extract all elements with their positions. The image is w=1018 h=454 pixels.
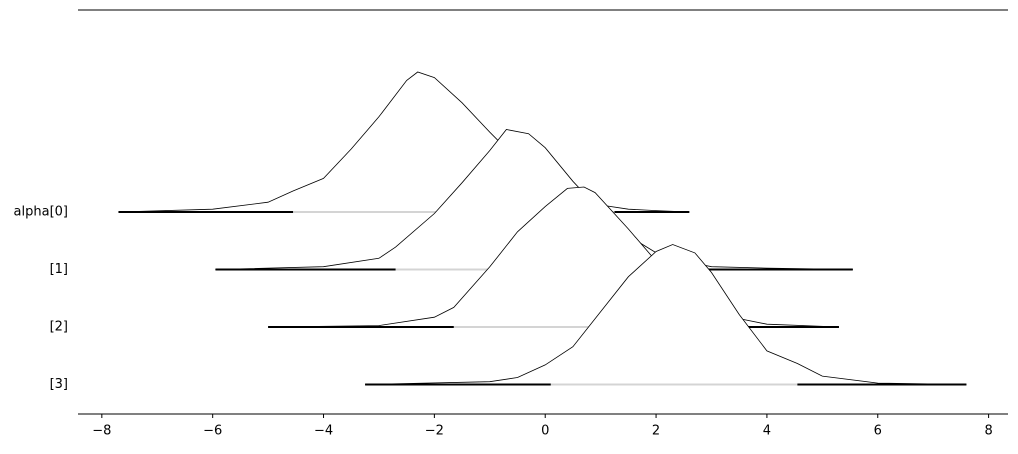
x-tick-label: −2 bbox=[425, 424, 444, 439]
y-tick-label: [1] bbox=[50, 262, 68, 277]
x-tick-label: 6 bbox=[874, 424, 882, 439]
ridge-fill bbox=[365, 244, 967, 385]
ridge-fill bbox=[215, 129, 853, 270]
x-tick-label: −4 bbox=[314, 424, 333, 439]
x-tick-label: 2 bbox=[652, 424, 660, 439]
x-tick-label: 0 bbox=[541, 424, 549, 439]
x-tick-label: 4 bbox=[763, 424, 771, 439]
y-tick-label: [3] bbox=[50, 377, 68, 392]
ridge-curve bbox=[365, 244, 967, 385]
ridge-fill bbox=[268, 187, 840, 327]
ridge-fill bbox=[118, 72, 690, 212]
x-tick-label: 8 bbox=[984, 424, 992, 439]
y-tick-label: alpha[0] bbox=[14, 205, 68, 220]
x-tick-label: −6 bbox=[203, 424, 222, 439]
y-tick-label: [2] bbox=[50, 320, 68, 335]
x-tick-label: −8 bbox=[92, 424, 111, 439]
